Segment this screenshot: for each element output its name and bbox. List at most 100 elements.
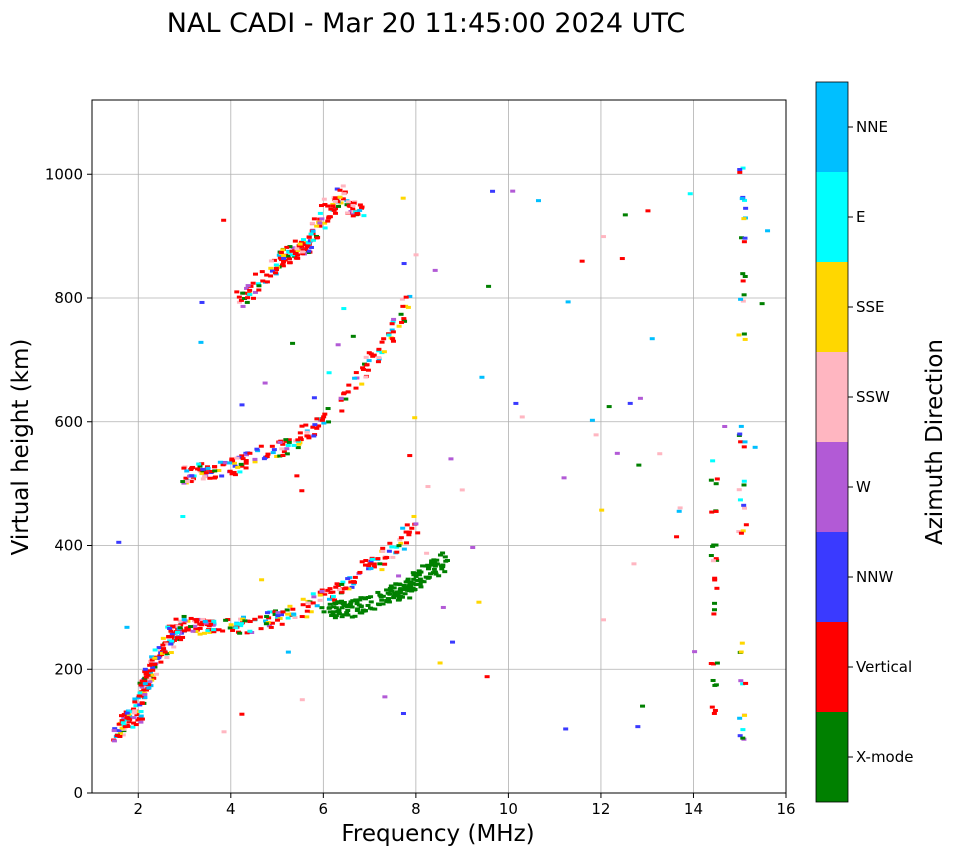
data-point bbox=[200, 467, 206, 471]
data-point bbox=[150, 668, 156, 672]
data-point bbox=[438, 564, 444, 568]
data-point bbox=[713, 557, 719, 561]
y-axis-ticks: 0 200 400 600 800 1000 bbox=[45, 165, 92, 802]
data-point bbox=[408, 580, 414, 584]
data-point bbox=[239, 464, 245, 468]
data-point bbox=[739, 236, 745, 240]
data-point bbox=[295, 256, 301, 260]
data-point bbox=[385, 591, 391, 595]
data-point bbox=[211, 476, 217, 480]
data-point bbox=[326, 371, 332, 375]
data-point bbox=[142, 667, 148, 671]
data-point bbox=[195, 467, 201, 471]
data-point bbox=[346, 587, 352, 591]
data-point bbox=[247, 288, 253, 292]
data-point bbox=[382, 556, 388, 560]
data-point bbox=[386, 600, 392, 604]
data-point bbox=[740, 299, 746, 303]
data-point bbox=[714, 477, 720, 481]
data-point bbox=[212, 469, 218, 473]
data-point bbox=[180, 480, 186, 484]
data-point bbox=[245, 296, 251, 300]
data-point bbox=[254, 447, 260, 451]
data-point bbox=[138, 683, 144, 687]
data-point bbox=[277, 256, 283, 260]
data-point bbox=[247, 629, 253, 633]
data-point bbox=[341, 601, 347, 605]
data-point bbox=[459, 488, 465, 492]
data-point bbox=[365, 603, 371, 607]
data-point bbox=[752, 445, 758, 449]
data-point bbox=[344, 611, 350, 615]
data-point bbox=[269, 621, 275, 625]
data-point bbox=[163, 642, 169, 646]
data-point bbox=[166, 635, 172, 639]
data-point bbox=[175, 636, 181, 640]
data-point bbox=[142, 696, 148, 700]
data-point bbox=[127, 714, 133, 718]
data-point bbox=[232, 461, 238, 465]
data-point bbox=[333, 585, 339, 589]
data-point bbox=[490, 189, 496, 193]
data-point bbox=[197, 626, 203, 630]
data-point bbox=[341, 603, 347, 607]
data-point bbox=[737, 734, 743, 738]
data-point bbox=[390, 320, 396, 324]
data-point bbox=[210, 628, 216, 632]
data-point bbox=[407, 454, 413, 458]
data-point bbox=[371, 565, 377, 569]
data-point bbox=[413, 574, 419, 578]
colorbar-frame bbox=[815, 81, 849, 803]
data-point bbox=[741, 293, 747, 297]
data-point bbox=[470, 546, 476, 550]
data-point bbox=[169, 635, 175, 639]
data-point bbox=[600, 618, 606, 622]
data-point bbox=[428, 572, 434, 576]
data-point bbox=[345, 390, 351, 394]
data-point bbox=[310, 238, 316, 242]
data-point bbox=[403, 580, 409, 584]
x-tick-label: 6 bbox=[319, 800, 329, 818]
data-point bbox=[381, 337, 387, 341]
data-point bbox=[339, 615, 345, 619]
data-point bbox=[290, 607, 296, 611]
data-point bbox=[142, 670, 148, 674]
y-tick-label: 0 bbox=[73, 784, 83, 802]
data-point bbox=[181, 466, 187, 470]
data-point bbox=[431, 558, 437, 562]
data-point bbox=[311, 396, 317, 400]
data-point bbox=[402, 592, 408, 596]
data-point bbox=[440, 551, 446, 555]
data-point bbox=[238, 462, 244, 466]
data-point bbox=[395, 598, 401, 602]
data-point bbox=[408, 589, 414, 593]
data-point bbox=[327, 587, 333, 591]
data-point bbox=[535, 199, 541, 203]
data-point bbox=[443, 559, 449, 563]
data-point bbox=[350, 599, 356, 603]
data-point bbox=[294, 247, 300, 251]
data-point bbox=[379, 568, 385, 572]
data-point bbox=[203, 621, 209, 625]
data-point bbox=[400, 196, 406, 200]
data-point bbox=[272, 271, 278, 275]
data-point bbox=[271, 448, 277, 452]
data-point bbox=[368, 595, 374, 599]
data-point bbox=[364, 363, 370, 367]
data-point bbox=[737, 716, 743, 720]
data-point bbox=[741, 332, 747, 336]
data-point bbox=[317, 593, 323, 597]
data-point bbox=[230, 628, 236, 632]
data-point bbox=[193, 627, 199, 631]
data-point bbox=[320, 417, 326, 421]
data-point bbox=[221, 730, 227, 734]
data-point bbox=[380, 602, 386, 606]
data-point bbox=[330, 204, 336, 208]
data-point bbox=[600, 235, 606, 239]
data-point bbox=[657, 452, 663, 456]
data-point bbox=[333, 196, 339, 200]
data-point bbox=[178, 623, 184, 627]
data-point bbox=[339, 582, 345, 586]
data-point bbox=[331, 208, 337, 212]
data-point bbox=[330, 202, 336, 206]
